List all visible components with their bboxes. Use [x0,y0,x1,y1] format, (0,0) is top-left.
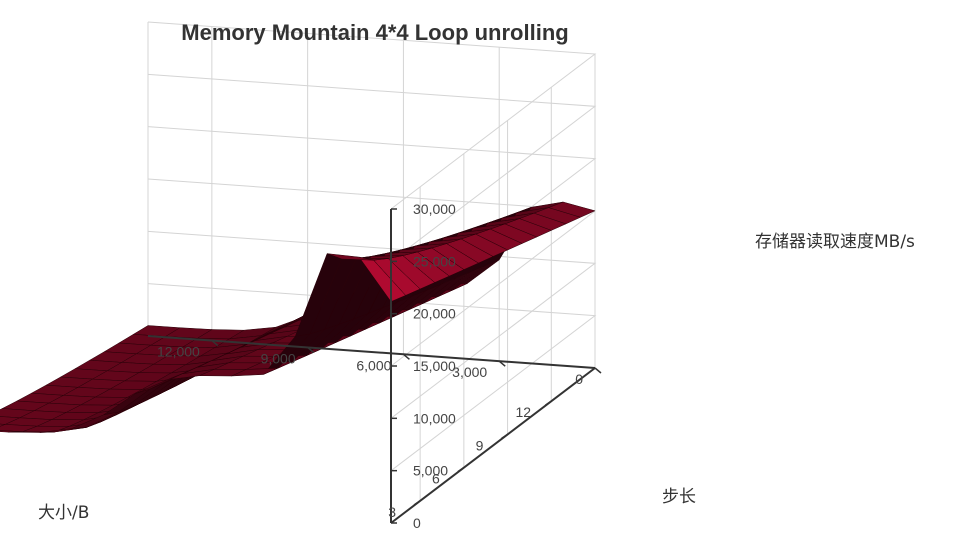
stride-tick-label-0: 3 [388,504,396,520]
gridline-z-6 [147,21,597,210]
surface-cell-2-13 [0,416,20,425]
stride-tick-label-1: 6 [432,471,440,487]
surface-cell-0-12 [0,430,23,433]
size-tick-mark-0 [594,367,602,374]
stride-tick-label-3: 12 [515,404,531,420]
chart-title: Memory Mountain 4*4 Loop unrolling [181,20,568,45]
size-axis-line [147,335,596,369]
speed-tick-label-6: 30,000 [413,201,456,217]
size-tick-label-1: 3,000 [452,364,487,380]
stride-tick-mark-0 [413,500,421,506]
y-axis-title: 大小/B [38,503,89,523]
z-axis-title: 存储器读取速度MB/s [755,232,915,252]
size-tick-mark-4 [211,339,219,347]
speed-tick-label-3: 15,000 [413,358,456,374]
surface-cell-3-13 [0,408,36,419]
size-tick-mark-2 [402,353,410,360]
speed-tick-label-5: 25,000 [413,253,456,269]
stride-tick-mark-2 [501,433,508,440]
speed-tick-label-4: 20,000 [413,306,456,322]
stride-axis-line [390,367,596,524]
stride-tick-label-2: 9 [476,437,484,453]
stride-tick-mark-3 [544,400,552,406]
x-axis-title: 步长 [662,487,696,507]
speed-tick-label-0: 0 [413,515,421,531]
surface [0,201,596,433]
speed-tick-label-1: 5,000 [413,463,448,479]
size-tick-mark-3 [307,346,315,354]
stride-tick-mark-1 [457,467,465,473]
tick-labels: 0 5,000 10,000 15,000 20,000 25,000 30,000 0 3,0… [157,201,602,531]
size-tick-label-0: 0 [575,371,583,387]
size-tick-mark-1 [498,360,506,367]
size-tick-label-4: 12,000 [157,344,200,360]
speed-tick-label-2: 10,000 [413,410,456,426]
size-tick-label-2: 6,000 [356,357,391,373]
size-tick-label-3: 9,000 [261,350,296,366]
surface-cell-1-13 [0,423,6,427]
